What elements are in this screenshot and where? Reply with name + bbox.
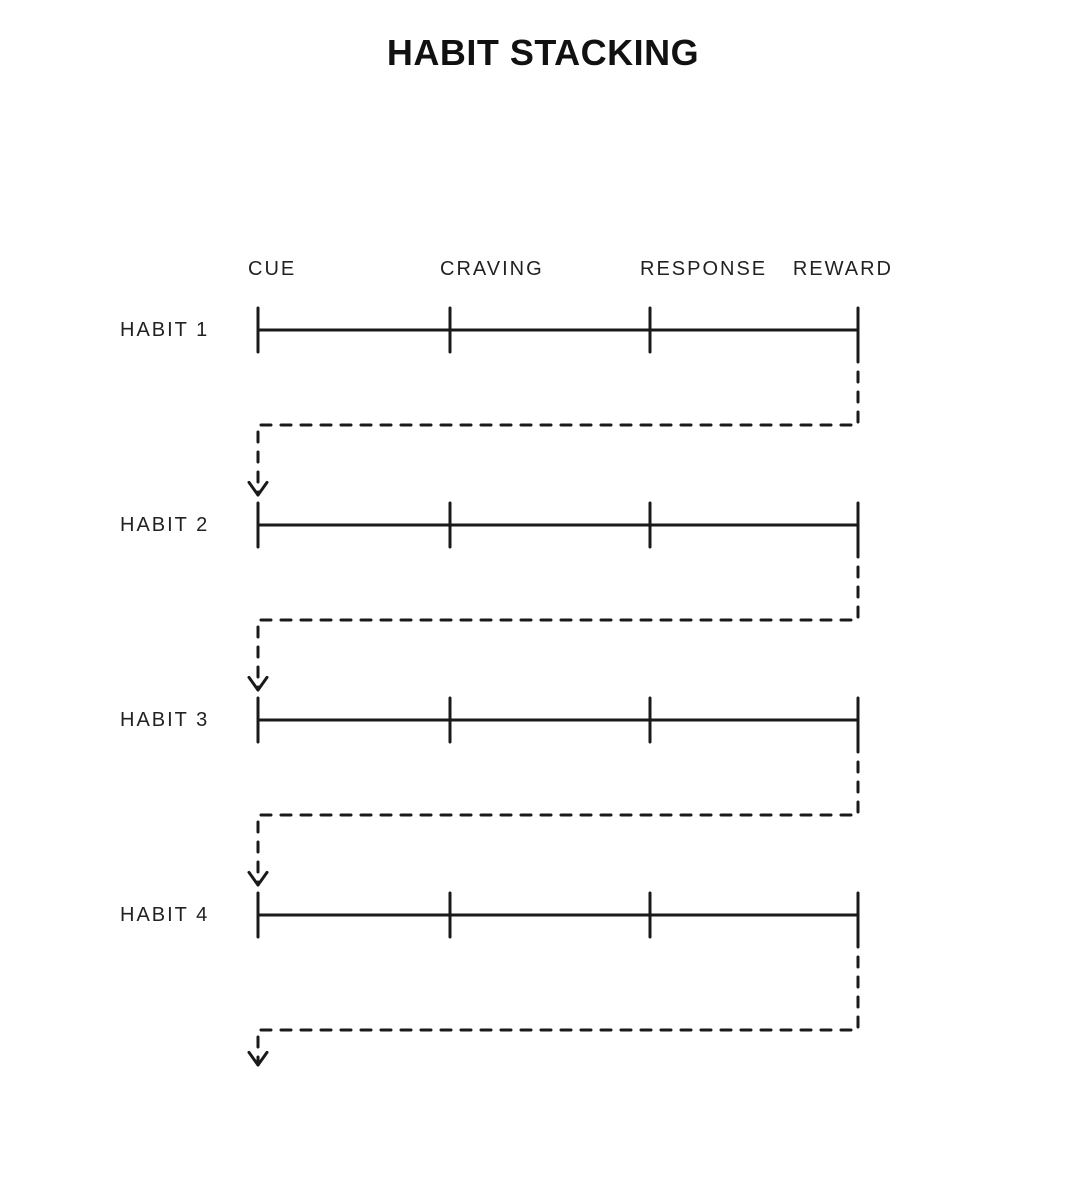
- connector-3-to-4: [258, 742, 858, 885]
- row-label-habit-3: HABIT 3: [120, 709, 209, 731]
- row-label-habit-4: HABIT 4: [120, 904, 209, 926]
- column-label-reward: REWARD: [793, 258, 893, 280]
- connector-trailing: [258, 937, 858, 1065]
- row-label-habit-2: HABIT 2: [120, 514, 209, 536]
- column-label-cue: CUE: [248, 258, 296, 280]
- connector-arrowhead: [249, 872, 267, 885]
- connector-arrowhead: [249, 677, 267, 690]
- column-label-craving: CRAVING: [440, 258, 544, 280]
- column-label-response: RESPONSE: [640, 258, 767, 280]
- connector-1-to-2: [258, 352, 858, 495]
- connector-2-to-3: [258, 547, 858, 690]
- habit-stacking-diagram: CUECRAVINGRESPONSEREWARDHABIT 1HABIT 2HA…: [0, 0, 1086, 1200]
- row-label-habit-1: HABIT 1: [120, 319, 209, 341]
- page-root: HABIT STACKING CUECRAVINGRESPONSEREWARDH…: [0, 0, 1086, 1200]
- connector-arrowhead: [249, 482, 267, 495]
